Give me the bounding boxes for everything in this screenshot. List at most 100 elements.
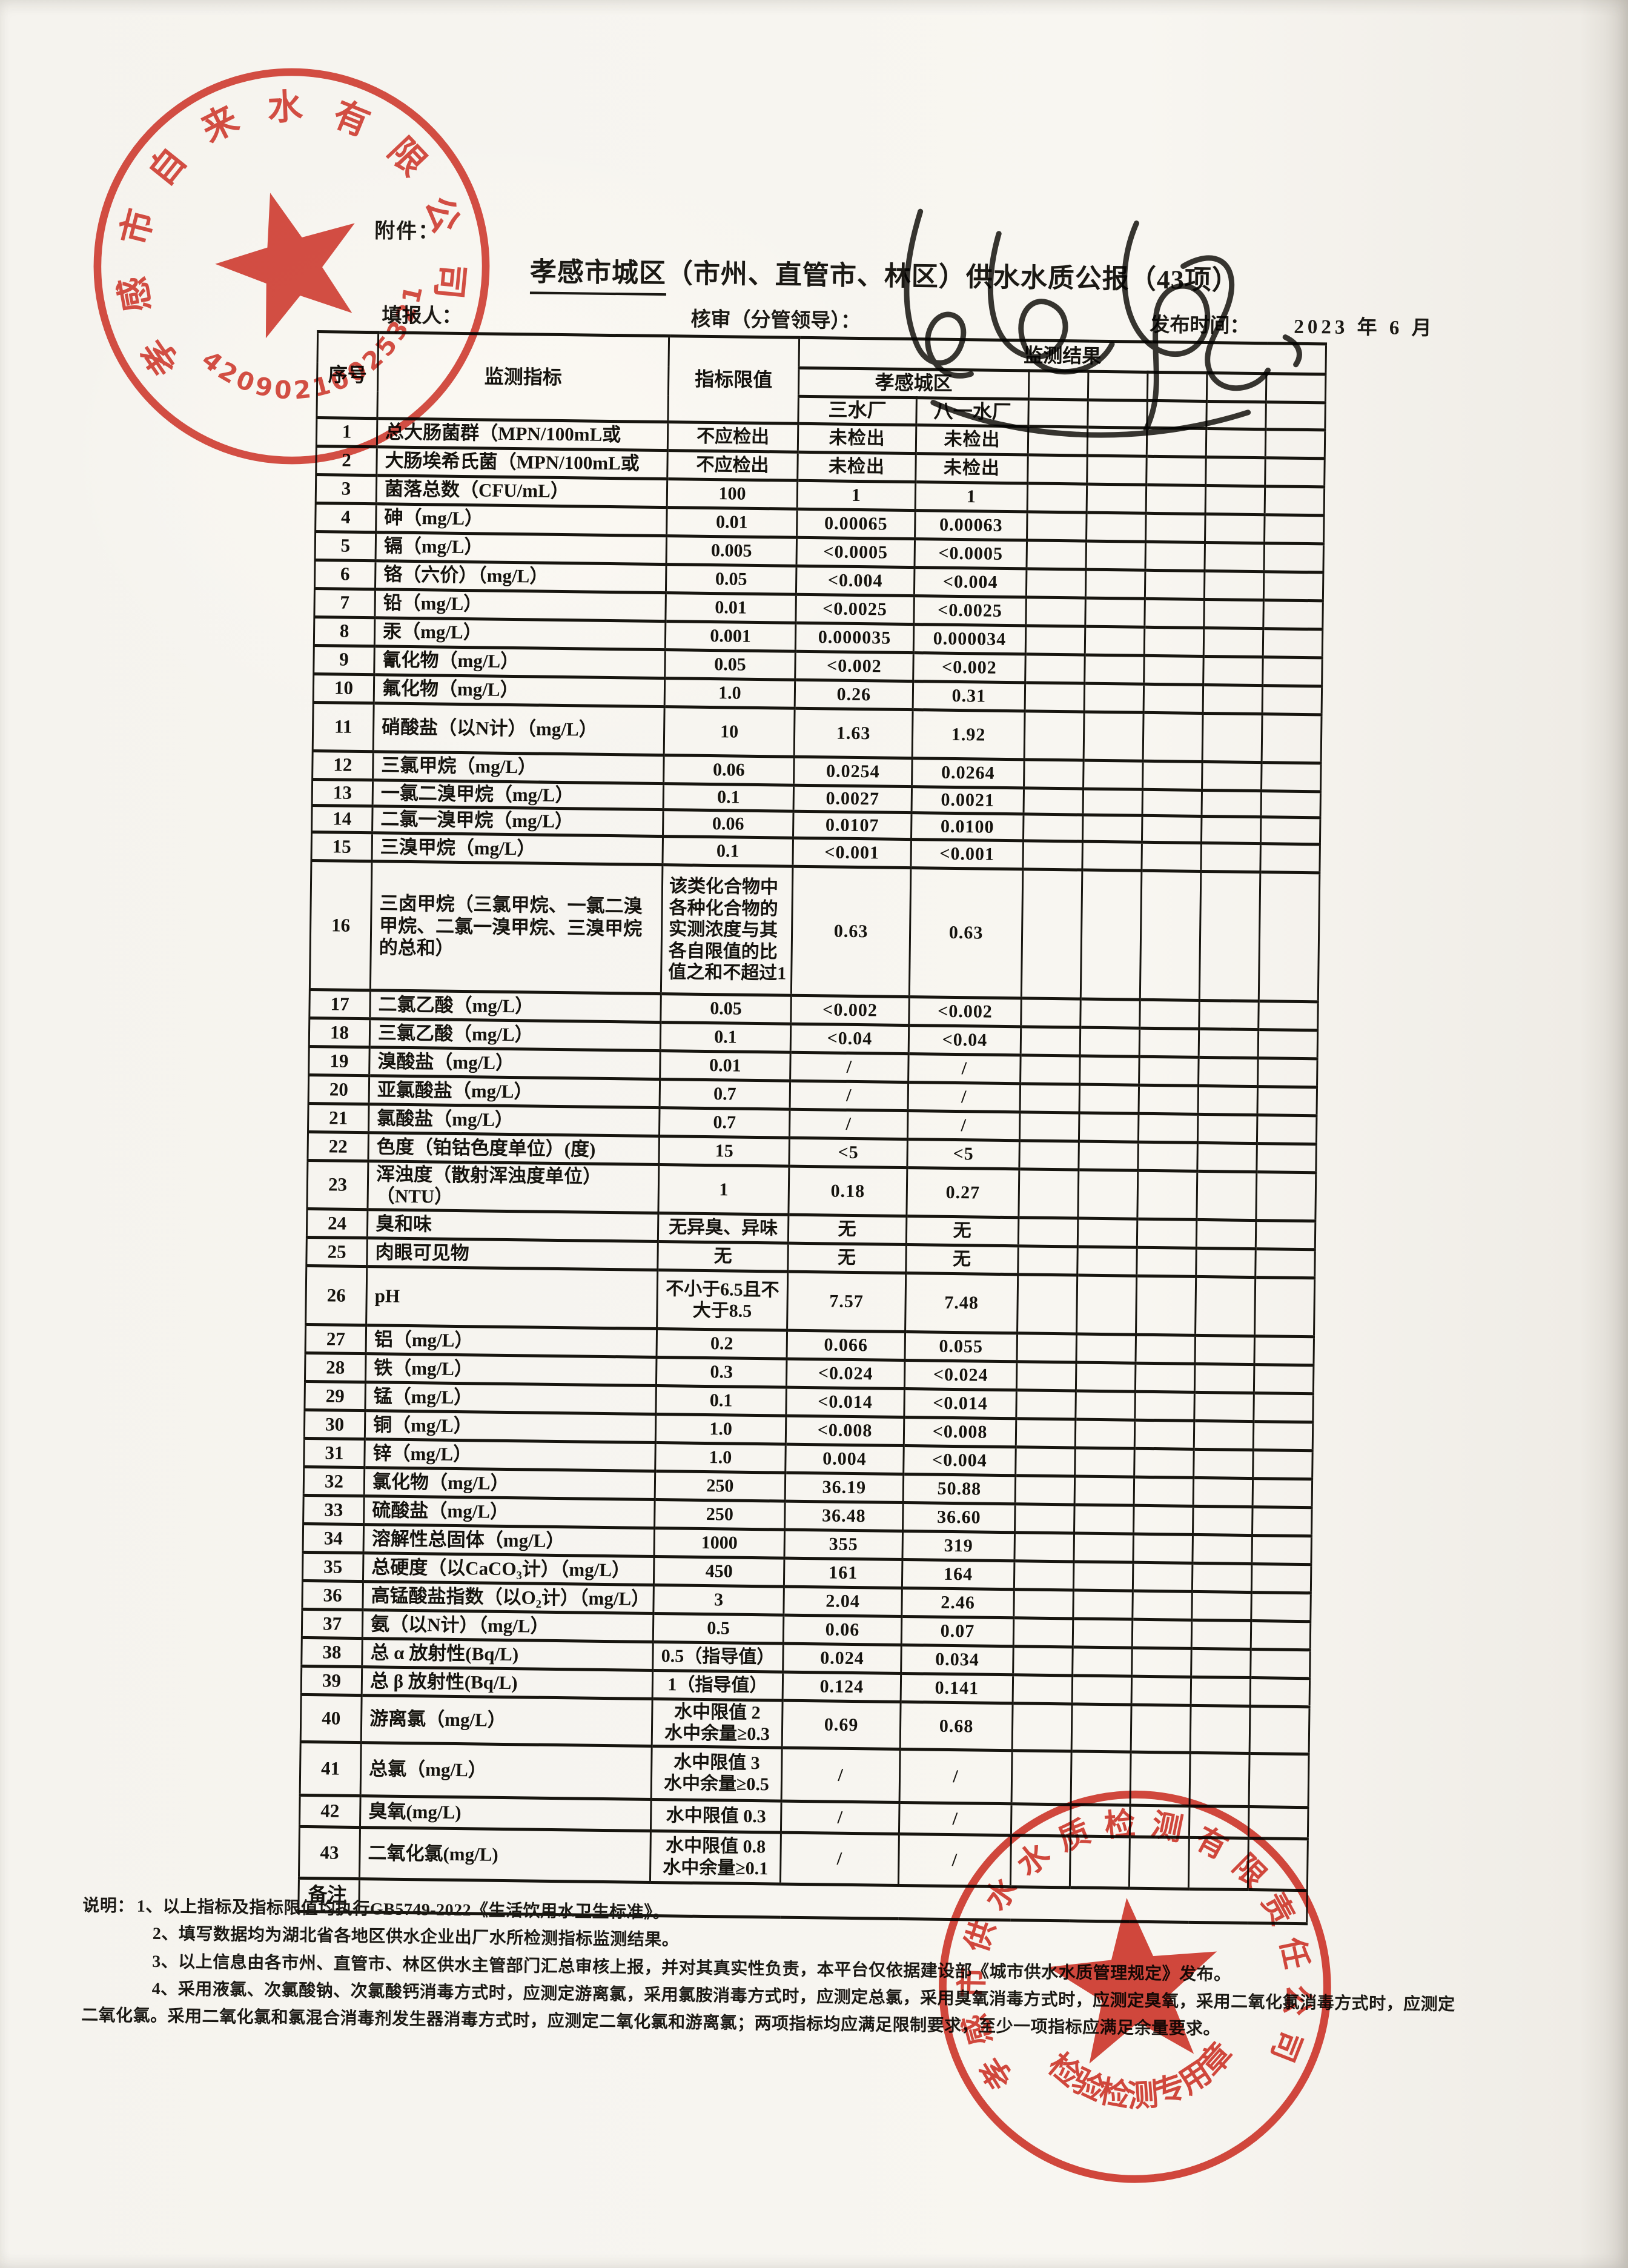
empty-result-cell xyxy=(1024,788,1084,815)
limit-value: 0.01 xyxy=(666,507,798,537)
empty-result-cell xyxy=(1195,1276,1256,1336)
row-number: 16 xyxy=(309,860,372,990)
indicator-name: 氨（以N计）（mg/L） xyxy=(362,1610,654,1642)
table-row: 16 三卤甲烷（三氯甲烷、一氯二溴甲烷、二氯一溴甲烷、三溴甲烷的总和） 该类化合物中… xyxy=(309,860,1320,1002)
indicator-name: 铁（mg/L） xyxy=(365,1353,657,1386)
empty-result-cell xyxy=(1196,1248,1256,1278)
limit-value: 15 xyxy=(658,1136,790,1167)
row-number: 18 xyxy=(309,1018,370,1047)
result-plant2: 36.60 xyxy=(902,1502,1016,1533)
result-plant2: <0.0025 xyxy=(913,595,1027,626)
result-plant1: 0.0027 xyxy=(793,784,912,813)
empty-result-cell xyxy=(1250,1649,1311,1679)
empty-result-cell xyxy=(1142,761,1203,791)
indicator-name: 总氯（mg/L） xyxy=(360,1742,652,1800)
limit-value: 无 xyxy=(657,1241,789,1272)
empty-result-cell xyxy=(1146,485,1206,514)
limit-value: 0.7 xyxy=(660,1079,790,1110)
row-number: 8 xyxy=(314,617,375,646)
result-plant2: 0.68 xyxy=(900,1702,1013,1751)
empty-result-cell xyxy=(1199,871,1260,1001)
svg-text:检验检测专用章: 检验检测专用章 xyxy=(1039,2031,1244,2123)
seal-caption: 检验检测专用章 xyxy=(1039,2031,1244,2123)
empty-result-cell xyxy=(1263,628,1323,658)
result-plant2: <0.002 xyxy=(913,652,1026,683)
empty-result-cell xyxy=(1016,1390,1076,1420)
empty-result-cell xyxy=(1253,1393,1314,1422)
result-plant1: 0.69 xyxy=(782,1700,901,1749)
result-plant1: 1.63 xyxy=(794,708,913,758)
limit-value: 0.05 xyxy=(664,649,796,680)
row-number: 36 xyxy=(302,1580,363,1610)
row-number: 43 xyxy=(299,1826,360,1879)
limit-value: 100 xyxy=(667,479,798,509)
indicator-name: 高锰酸盐指数（以O₂计）（mg/L） xyxy=(362,1581,654,1614)
row-number: 6 xyxy=(314,560,376,589)
result-plant2: 0.055 xyxy=(904,1331,1017,1362)
empty-result-cell xyxy=(1019,1112,1079,1141)
empty-result-cell xyxy=(1192,1534,1252,1564)
empty-result-cell xyxy=(1016,1418,1076,1448)
empty-result-cell xyxy=(1023,814,1083,841)
limit-value: 水中限值 2 水中余量≥0.3 xyxy=(652,1699,783,1748)
empty-result-cell xyxy=(1200,843,1261,872)
empty-result-cell xyxy=(1073,1619,1133,1648)
empty-result-cell xyxy=(1016,1333,1077,1363)
empty-result-cell xyxy=(1193,1449,1254,1479)
empty-result-cell xyxy=(1087,483,1147,514)
indicator-name: 亚氯酸盐（mg/L） xyxy=(369,1075,660,1108)
empty-result-cell xyxy=(1139,1056,1199,1086)
result-plant1: 1 xyxy=(797,480,916,511)
empty-result-cell xyxy=(1024,759,1084,789)
indicator-name: 三氯乙酸（mg/L） xyxy=(369,1018,661,1051)
empty-result-cell xyxy=(1142,815,1202,843)
empty-result-cell xyxy=(1025,682,1085,712)
result-plant2: <0.004 xyxy=(903,1445,1016,1476)
empty-result-cell xyxy=(1084,654,1145,685)
empty-result-cell xyxy=(1251,1620,1311,1650)
result-plant1: 0.124 xyxy=(783,1672,901,1702)
indicator-name: 硝酸盐（以N计）（mg/L） xyxy=(373,703,665,755)
empty-result-cell xyxy=(1196,1219,1256,1249)
result-plant2: 0.0264 xyxy=(912,758,1025,788)
empty-result-cell xyxy=(1012,1703,1073,1751)
empty-result-cell xyxy=(1083,760,1143,790)
title-underlined-part: 孝感市城区 xyxy=(529,257,667,296)
result-plant1: 2.04 xyxy=(783,1587,902,1617)
indicator-name: 汞（mg/L） xyxy=(374,617,666,650)
indicator-name: 铬（六价）（mg/L） xyxy=(375,560,667,593)
empty-result-cell xyxy=(1255,1248,1315,1278)
result-plant2: <0.04 xyxy=(908,1025,1021,1055)
indicator-name: 氟化物（mg/L） xyxy=(374,674,665,707)
footnotes-label: 说明： xyxy=(82,1896,135,1916)
empty-result-cell xyxy=(1254,1336,1314,1365)
row-number: 25 xyxy=(306,1237,368,1267)
empty-result-cell xyxy=(1256,1172,1316,1221)
row-number: 11 xyxy=(313,702,374,752)
empty-result-cell xyxy=(1135,1363,1195,1393)
result-plant1: 161 xyxy=(784,1558,902,1588)
empty-result-cell xyxy=(1259,872,1320,1002)
empty-result-cell xyxy=(1013,1646,1073,1676)
result-plant1: 36.19 xyxy=(785,1473,904,1503)
result-plant2: 0.0021 xyxy=(912,786,1024,815)
limit-value: 1（指导值） xyxy=(652,1670,783,1701)
limit-value: 0.1 xyxy=(655,1385,787,1416)
empty-result-cell xyxy=(1013,1589,1074,1619)
indicator-name: 总 β 放射性(Bq/L) xyxy=(362,1666,653,1699)
row-number: 20 xyxy=(308,1075,369,1104)
limit-value: 1.0 xyxy=(655,1442,786,1473)
result-plant1: <0.008 xyxy=(786,1416,904,1446)
empty-result-cell xyxy=(1085,569,1145,599)
empty-result-cell xyxy=(1131,1676,1191,1706)
row-number: 7 xyxy=(314,588,376,618)
result-plant1: <0.0025 xyxy=(795,594,915,625)
row-number: 12 xyxy=(312,751,374,780)
empty-result-cell xyxy=(1071,1704,1132,1752)
result-plant1: <5 xyxy=(789,1138,908,1168)
empty-result-cell xyxy=(1137,1170,1197,1220)
empty-result-cell xyxy=(1133,1505,1194,1535)
result-plant2: <5 xyxy=(907,1139,1020,1169)
footnote-text: 1、以上指标及指标限值均执行GB5749-2022《生活饮用水卫生标准》。 xyxy=(136,1897,670,1923)
result-plant1: 0.024 xyxy=(783,1643,902,1674)
